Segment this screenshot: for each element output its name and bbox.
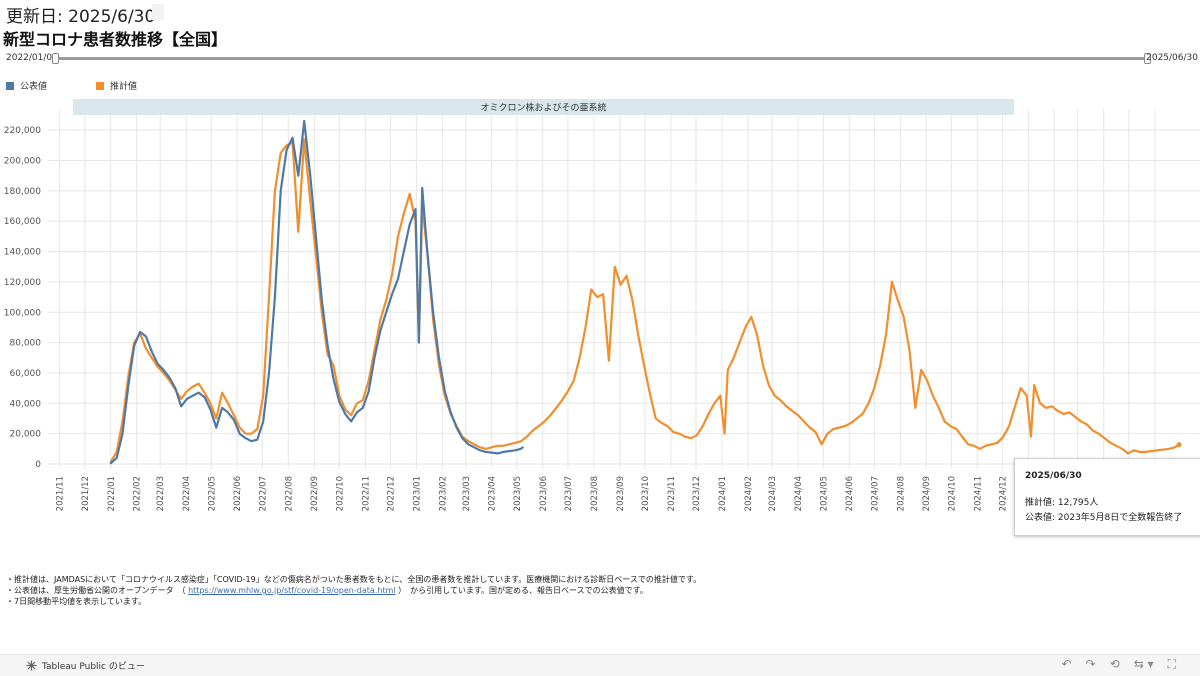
- series-line-estimate: [109, 138, 1181, 463]
- page-title: 新型コロナ患者数推移【全国】: [3, 30, 228, 49]
- range-start-label: 2022/01/01: [6, 53, 58, 63]
- x-tick-label: 2023/01: [412, 476, 422, 511]
- x-tick-label: 2023/03: [462, 476, 472, 511]
- range-end-label: 2025/06/30: [1146, 53, 1198, 63]
- x-tick-label: 2022/11: [361, 476, 371, 511]
- x-tick-label: 2024/03: [768, 476, 778, 511]
- fullscreen-icon[interactable]: ⛶: [1167, 657, 1176, 671]
- header-placeholder-box: [152, 4, 164, 20]
- note-estimate: ・推計値は、JAMDASにおいて「コロナウイルス感染症」「COVID-19」など…: [6, 575, 702, 584]
- x-tick-label: 2024/09: [922, 476, 932, 511]
- y-tick-label: 140,000: [4, 248, 41, 258]
- updated-date: 更新日: 2025/6/30: [6, 7, 156, 27]
- x-tick-label: 2024/04: [794, 476, 804, 511]
- x-tick-label: 2022/08: [284, 476, 294, 511]
- y-tick-label: 40,000: [10, 399, 42, 409]
- x-tick-label: 2023/07: [564, 476, 574, 511]
- line-chart[interactable]: オミクロン株およびその亜系統 0 20,000 40,000 60,000 80,000…: [0, 95, 1200, 525]
- x-tick-label: 2024/06: [845, 476, 855, 511]
- x-tick-label: 2023/11: [667, 476, 677, 511]
- x-tick-label: 2024/02: [744, 476, 754, 511]
- footnotes: ・推計値は、JAMDASにおいて「コロナウイルス感染症」「COVID-19」など…: [6, 574, 701, 607]
- x-tick-label: 2024/05: [819, 476, 829, 511]
- legend-swatch-estimate: [96, 81, 104, 90]
- y-tick-label: 80,000: [10, 339, 42, 349]
- note-published-text: ・公表値は、厚生労働省公開のオープンデータ （: [6, 586, 186, 595]
- x-tick-label: 2023/08: [590, 476, 600, 511]
- x-tick-label: 2023/09: [616, 476, 626, 511]
- share-icon[interactable]: ⇆ ▾: [1133, 657, 1154, 671]
- note-moving-average: ・7日間移動平均値を表示しています。: [6, 597, 147, 606]
- x-tick-label: 2023/02: [438, 476, 448, 511]
- x-tick-label: 2022/03: [156, 476, 166, 511]
- y-tick-label: 100,000: [4, 308, 41, 318]
- tableau-logo-icon: [26, 660, 37, 671]
- x-tick-label: 2022/09: [310, 476, 320, 511]
- y-tick-label: 200,000: [4, 157, 41, 167]
- legend-item-estimate[interactable]: 推計値: [96, 79, 186, 92]
- x-tick-label: 2022/01: [107, 476, 117, 511]
- y-tick-label: 120,000: [4, 278, 41, 288]
- series-lines: [109, 120, 1182, 465]
- y-tick-label: 180,000: [4, 187, 41, 197]
- open-data-link[interactable]: https://www.mhlw.go.jp/stf/covid-19/open…: [188, 586, 396, 595]
- grid: [48, 109, 1200, 469]
- tableau-brand-label: Tableau Public のビュー: [42, 662, 145, 672]
- x-tick-label: 2022/04: [182, 476, 192, 511]
- tableau-brand[interactable]: Tableau Public のビュー: [26, 659, 145, 672]
- variant-band: オミクロン株およびその亜系統: [73, 99, 1014, 115]
- tooltip: 2025/06/30 推計値: 12,795人 公表値: 2023年5月8日で全…: [1014, 458, 1200, 536]
- legend: 公表値 推計値: [6, 79, 186, 92]
- x-tick-label: 2023/04: [488, 476, 498, 511]
- range-start-handle[interactable]: [52, 53, 59, 64]
- y-tick-label: 0: [35, 460, 41, 470]
- variant-band-rect: [73, 99, 1014, 115]
- x-tick-label: 2024/01: [718, 476, 728, 511]
- x-tick-label: 2022/10: [335, 476, 345, 511]
- x-tick-label: 2022/06: [233, 476, 243, 511]
- legend-label-published: 公表値: [20, 82, 48, 92]
- undo-icon[interactable]: ↶: [1061, 657, 1072, 671]
- legend-item-published[interactable]: 公表値: [6, 79, 96, 92]
- tooltip-date: 2025/06/30: [1025, 471, 1082, 481]
- x-tick-label: 2023/06: [539, 476, 549, 511]
- range-track[interactable]: [56, 57, 1147, 60]
- revert-icon[interactable]: ⟲: [1109, 657, 1120, 671]
- date-range-slider[interactable]: 2022/01/01 2025/06/30: [0, 50, 1200, 68]
- x-axis: 2021/11 2021/12 2022/01 2022/02 2022/03 2022/…: [56, 476, 1161, 511]
- note-published: ・公表値は、厚生労働省公開のオープンデータ （ https://www.mhlw…: [6, 585, 701, 596]
- legend-label-estimate: 推計値: [110, 82, 138, 92]
- y-tick-label: 20,000: [10, 430, 42, 440]
- footer-icons: ↶ ↷ ⟲ ⇆ ▾ ⛶: [1062, 657, 1177, 672]
- range-end-handle[interactable]: [1144, 53, 1151, 64]
- tooltip-published: 公表値: 2023年5月8日で全数報告終了: [1025, 513, 1183, 523]
- x-tick-label: 2024/07: [870, 476, 880, 511]
- last-point-marker: [1176, 442, 1182, 448]
- x-tick-label: 2021/12: [81, 476, 91, 511]
- x-tick-label: 2024/12: [998, 476, 1008, 511]
- x-tick-label: 2022/12: [386, 476, 396, 511]
- x-tick-label: 2023/10: [641, 476, 651, 511]
- x-tick-label: 2022/05: [207, 476, 217, 511]
- x-tick-label: 2023/12: [692, 476, 702, 511]
- x-tick-label: 2024/10: [947, 476, 957, 511]
- x-tick-label: 2021/11: [56, 476, 66, 511]
- variant-band-label: オミクロン株およびその亜系統: [480, 102, 606, 114]
- y-tick-label: 220,000: [4, 126, 41, 136]
- legend-swatch-published: [6, 81, 14, 90]
- series-line-published: [109, 120, 524, 465]
- redo-icon[interactable]: ↷: [1085, 657, 1096, 671]
- x-tick-label: 2022/02: [133, 476, 143, 511]
- y-axis: 0 20,000 40,000 60,000 80,000 100,000 120,000 1…: [4, 126, 41, 470]
- y-tick-label: 160,000: [4, 217, 41, 227]
- x-tick-label: 2024/11: [973, 476, 983, 511]
- tooltip-estimate: 推計値: 12,795人: [1025, 498, 1099, 508]
- footer-toolbar: Tableau Public のビュー ↶ ↷ ⟲ ⇆ ▾ ⛶: [0, 654, 1200, 676]
- x-tick-label: 2024/08: [896, 476, 906, 511]
- x-tick-label: 2022/07: [258, 476, 268, 511]
- y-tick-label: 60,000: [10, 369, 42, 379]
- note-published-suffix: ） から引用しています。国が定める、報告日ベースでの公表値です。: [398, 586, 648, 595]
- x-tick-label: 2023/05: [513, 476, 523, 511]
